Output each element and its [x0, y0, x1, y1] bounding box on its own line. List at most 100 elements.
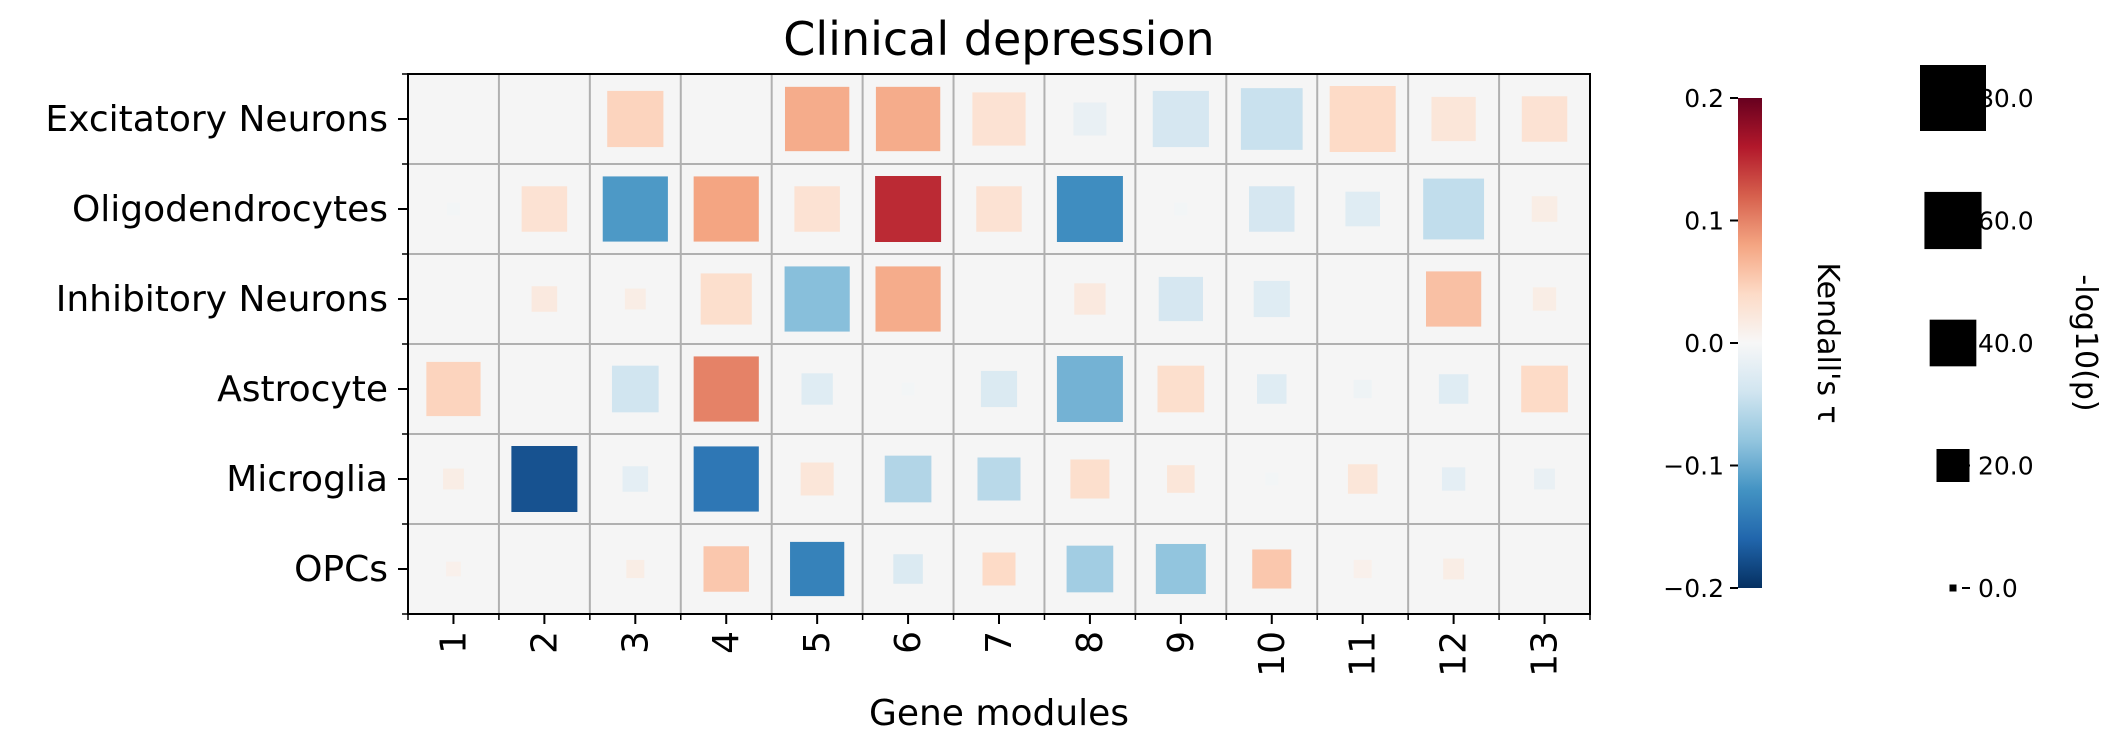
heatmap-cell [977, 457, 1021, 501]
x-tick-label: 11 [1343, 631, 1384, 677]
heatmap-cell [1070, 459, 1110, 499]
size-legend: 80.0 60.0 40.0 20.0 0.0 -log10(p) [1920, 65, 2103, 603]
heatmap-cell [622, 466, 649, 492]
y-tick-label: OPCs [294, 549, 388, 590]
heatmap-cell [884, 455, 932, 503]
heatmap-cell [443, 468, 464, 490]
grid-lines [408, 74, 1590, 614]
x-tick-label: 5 [797, 631, 838, 654]
heatmap-cell [602, 176, 668, 242]
heatmap-cell [1443, 558, 1465, 580]
heatmap-cell [976, 186, 1022, 232]
x-axis-label: Gene modules [869, 693, 1129, 734]
heatmap-cell [1521, 96, 1568, 142]
heatmap-cell [800, 462, 834, 496]
heatmap-cell [875, 176, 942, 242]
heatmap-cell [1066, 545, 1114, 593]
colorbar-label: Kendall's τ [1810, 262, 1845, 423]
heatmap-cell [1157, 365, 1205, 413]
heatmap-cell [1353, 379, 1372, 399]
colorbar-tick-label: −0.2 [1663, 574, 1724, 603]
heatmap-cell [875, 266, 941, 332]
heatmap-cell [1521, 365, 1568, 413]
heatmap-cell [1074, 283, 1106, 315]
x-tick-label: 10 [1252, 631, 1293, 677]
size-legend-marker [1920, 65, 1986, 131]
heatmap-cell [790, 541, 845, 597]
heatmap-cell [794, 186, 840, 232]
heatmap-cell [1345, 191, 1380, 227]
size-legend-tick-label: 40.0 [1978, 329, 2034, 358]
heatmap-cell [1252, 549, 1292, 589]
x-tick-label: 8 [1070, 631, 1111, 654]
heatmap-cell [893, 554, 923, 584]
size-legend-tick-label: 0.0 [1978, 574, 2018, 603]
heatmap-cell [1534, 468, 1555, 490]
y-tick-label: Astrocyte [217, 369, 388, 410]
heatmap-cell [1329, 86, 1396, 152]
x-tick-label: 4 [706, 631, 747, 654]
x-tick-label: 6 [888, 631, 929, 654]
heatmap-cell [784, 266, 850, 332]
heatmap-cell [1240, 88, 1303, 150]
size-legend-marker [1949, 584, 1957, 592]
colorbar-tick-label: 0.0 [1684, 329, 1724, 358]
heatmap-cell [972, 92, 1026, 146]
heatmap-cell [1353, 559, 1372, 579]
size-legend-tick-label: 60.0 [1978, 207, 2034, 236]
chart-title: Clinical depression [783, 12, 1214, 66]
y-tick-label: Inhibitory Neurons [56, 279, 388, 320]
x-tick-label: 12 [1434, 631, 1475, 677]
heatmap-cell [611, 365, 659, 413]
heatmap-cell [1257, 374, 1287, 404]
heatmap-cell [700, 273, 752, 325]
heatmap-cell [1431, 96, 1476, 142]
heatmap-cell [607, 90, 664, 148]
size-legend-label: -log10(p) [2068, 274, 2103, 411]
heatmap-cell [982, 552, 1016, 586]
heatmap-cell [1253, 280, 1290, 318]
heatmap-cell [511, 446, 578, 512]
x-axis-ticks: 1 2 3 4 5 6 7 8 9 10 11 12 13 [407, 614, 1591, 677]
heatmap-cell [693, 446, 759, 512]
x-tick-label: 9 [1161, 631, 1202, 654]
y-tick-label: Microglia [226, 459, 388, 500]
heatmap-cell [1441, 467, 1466, 491]
heatmap-cell [1158, 276, 1203, 322]
heatmap-cell [693, 356, 759, 422]
heatmap-cell [1438, 374, 1469, 404]
y-tick-label: Excitatory Neurons [45, 99, 388, 140]
heatmap-cell [446, 561, 461, 577]
colorbar-gradient [1738, 98, 1762, 588]
heatmap-cell [693, 176, 759, 242]
x-tick-label: 13 [1525, 631, 1566, 677]
heatmap-cell [1152, 90, 1209, 148]
heatmap-cell [1531, 196, 1558, 222]
x-tick-label: 2 [524, 631, 565, 654]
heatmap-cell [901, 382, 915, 396]
heatmap-cell [1249, 186, 1295, 232]
heatmap-cell [1347, 464, 1378, 494]
colorbar-tick-label: −0.1 [1663, 452, 1724, 481]
heatmap-cell [784, 86, 850, 152]
y-axis-ticks: Excitatory Neurons Oligodendrocytes Inhibi… [45, 73, 408, 615]
heatmap-cell [1073, 102, 1107, 136]
heatmap-cell [875, 86, 941, 152]
heatmap-cell [447, 202, 460, 216]
heatmap-cell [1265, 472, 1279, 486]
x-tick-label: 3 [615, 631, 656, 654]
size-legend-tick-label: 20.0 [1978, 452, 2034, 481]
heatmap-cell [531, 286, 558, 312]
y-tick-label: Oligodendrocytes [72, 189, 388, 230]
heatmap-cell [426, 361, 481, 417]
heatmap-cell [626, 559, 645, 579]
x-tick-label: 7 [979, 631, 1020, 654]
heatmap-cell [1423, 178, 1485, 240]
heatmap-cell [1056, 356, 1123, 422]
heatmap-cell [1056, 176, 1123, 242]
colorbar-tick-label: 0.1 [1684, 207, 1724, 236]
heatmap-cell [1426, 271, 1482, 327]
heatmap-cell [521, 186, 568, 232]
heatmap-cell [980, 370, 1018, 408]
